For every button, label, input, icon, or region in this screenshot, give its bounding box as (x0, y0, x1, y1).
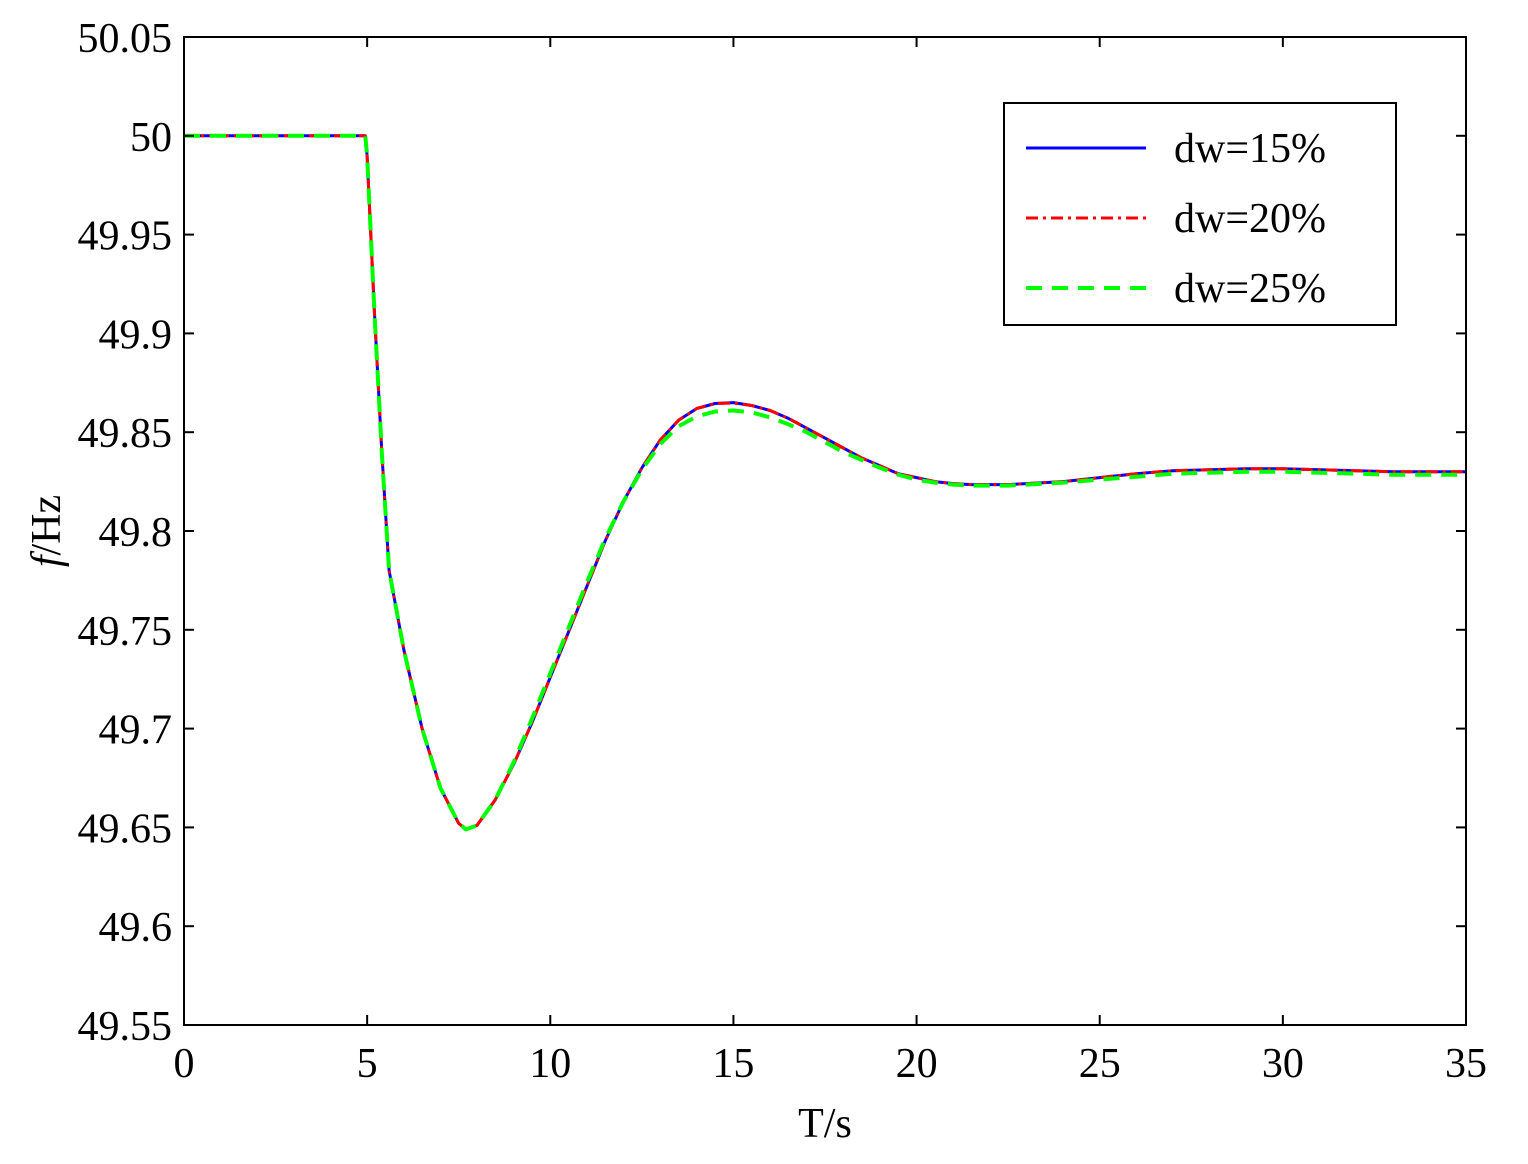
x-tick-label: 10 (529, 1041, 571, 1087)
labels-layer: 0 5 10 15 20 25 30 35 49.55 49.6 49.65 49.7 49.75 49.… (78, 16, 1488, 1087)
x-axis-title: T/s (798, 1101, 852, 1147)
legend-label-1: dw=15% (1174, 126, 1326, 172)
y-tick-label: 49.65 (78, 806, 173, 852)
legend-items: dw=15% dw=20% dw=25% (1026, 126, 1326, 312)
y-tick-label: 49.55 (78, 1004, 173, 1050)
y-tick-label: 49.8 (99, 510, 173, 556)
y-axis-title: f/Hz (24, 495, 70, 567)
x-tick-label: 30 (1262, 1041, 1304, 1087)
ticks-layer (183, 36, 1467, 1026)
x-tick-label: 15 (712, 1041, 754, 1087)
x-tick-label: 25 (1079, 1041, 1121, 1087)
series-line-3 (184, 133, 1466, 832)
y-tick-label: 50.05 (78, 16, 173, 62)
y-tick-label: 50 (130, 115, 172, 161)
y-tick-label: 49.75 (78, 609, 173, 655)
legend-label-3: dw=25% (1174, 266, 1326, 312)
y-tick-label: 49.85 (78, 411, 173, 457)
x-tick-label: 0 (174, 1041, 195, 1087)
y-tick-label: 49.95 (78, 214, 173, 260)
y-tick-label: 49.6 (99, 905, 173, 951)
y-tick-label: 49.7 (99, 708, 173, 754)
x-tick-label: 5 (357, 1041, 378, 1087)
series-layer (184, 133, 1466, 832)
series-line-2 (184, 134, 1466, 831)
x-tick-label: 35 (1445, 1041, 1487, 1087)
legend-label-2: dw=20% (1174, 196, 1326, 242)
legend: dw=15% dw=20% dw=25% (1003, 102, 1397, 326)
x-tick-label: 20 (896, 1041, 938, 1087)
y-tick-label: 49.9 (99, 312, 173, 358)
y-axis-title-unit: /Hz (24, 495, 70, 556)
legend-box (1003, 102, 1397, 326)
